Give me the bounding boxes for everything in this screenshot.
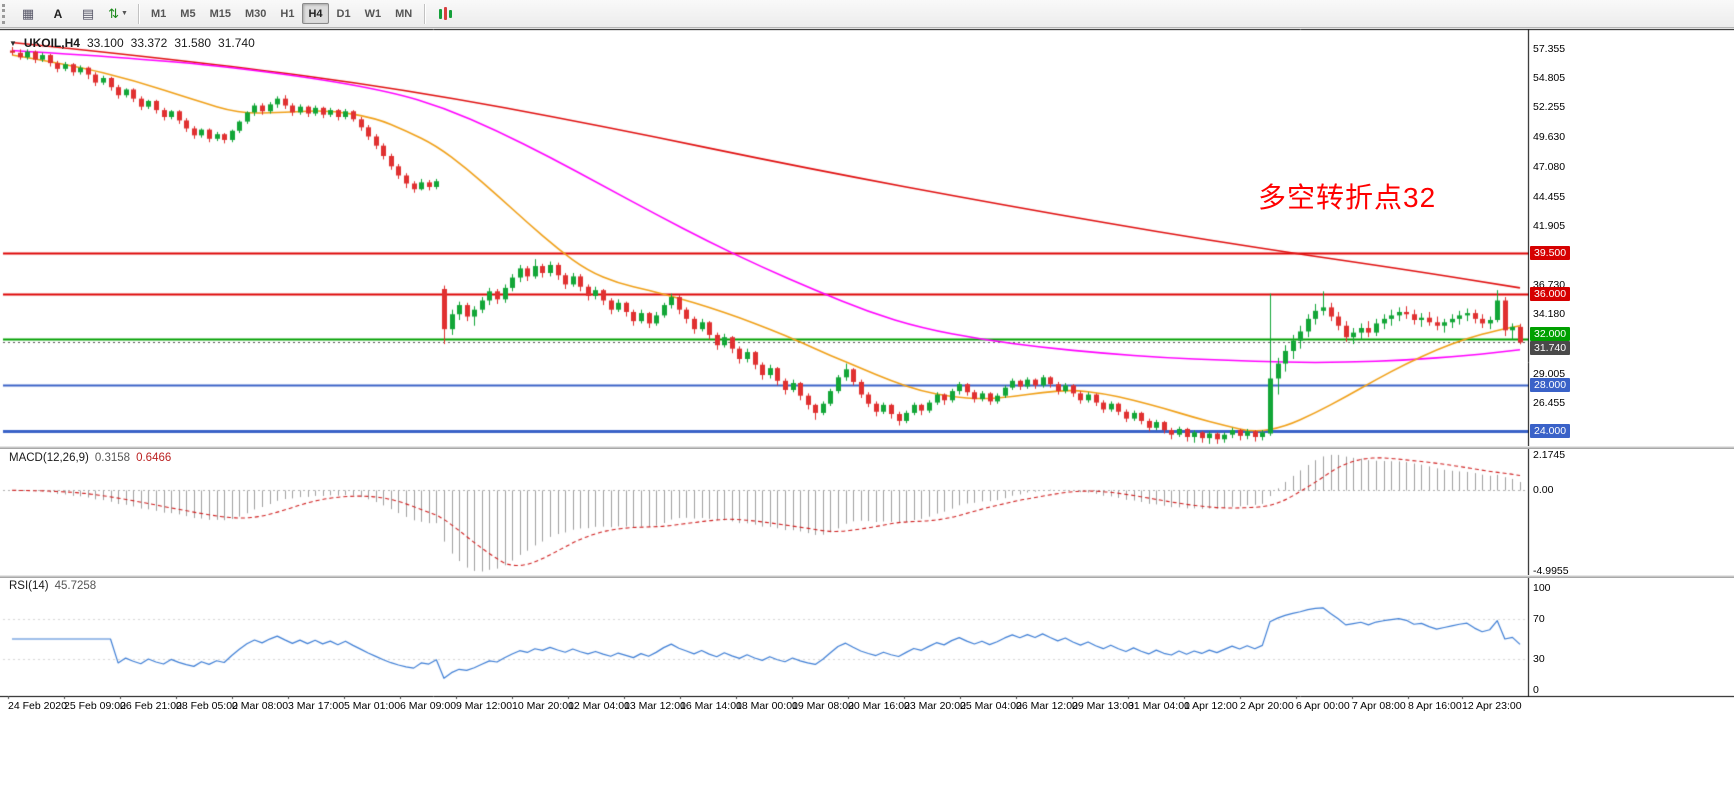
timeframe-button-d1[interactable]: D1	[336, 7, 351, 20]
timeframe-button-m15[interactable]: M15	[209, 7, 231, 20]
chart-marker-icon: ▼	[9, 38, 17, 48]
ohlc-high: 33.372	[130, 36, 168, 50]
time-axis-label: 6 Mar 09:00	[400, 700, 457, 712]
ohlc-close: 31.740	[218, 36, 255, 50]
price-scale-label: 44.455	[1533, 190, 1566, 203]
rsi-name: RSI(14)	[9, 580, 49, 592]
rsi-indicator-title: RSI(14) 45.7258	[9, 580, 96, 592]
candle-bar-icon	[438, 8, 442, 19]
price-scale-label: 54.805	[1533, 71, 1566, 84]
template-icon: ▤	[81, 6, 95, 21]
price-scale-label: 49.630	[1533, 131, 1566, 144]
macd-scale-label: 0.00	[1533, 484, 1554, 497]
panel-splitter[interactable]	[0, 575, 1734, 578]
price-scale-label: 57.355	[1533, 42, 1566, 55]
time-axis-label: 7 Apr 08:00	[1352, 700, 1406, 712]
time-axis-label: 2 Mar 08:00	[232, 700, 289, 712]
time-axis-label: 2 Apr 20:00	[1240, 700, 1294, 712]
chart-title: ▼ UKOIL,H4 33.100 33.372 31.580 31.740	[9, 36, 255, 50]
time-axis-label: 29 Mar 13:00	[1072, 700, 1134, 712]
price-scale-label: 52.255	[1533, 101, 1566, 114]
time-axis-label: 8 Apr 16:00	[1408, 700, 1462, 712]
price-scale-label: 41.905	[1533, 219, 1566, 232]
macd-name: MACD(12,26,9)	[9, 452, 89, 464]
rsi-scale-label: 0	[1533, 684, 1539, 696]
price-scale-label: 34.180	[1533, 308, 1566, 321]
price-line-badge: 24.000	[1530, 424, 1571, 439]
toolbar-grip[interactable]	[2, 3, 10, 24]
macd-scale-label: 2.1745	[1533, 448, 1566, 461]
time-axis-label: 16 Mar 14:00	[680, 700, 742, 712]
template-button[interactable]: ▤	[74, 3, 102, 25]
price-scale-label: 47.080	[1533, 160, 1566, 173]
time-axis-label: 26 Feb 21:00	[120, 700, 182, 712]
time-axis-label: 5 Mar 01:00	[344, 700, 401, 712]
time-axis-label: 18 Mar 00:00	[736, 700, 798, 712]
time-axis-label: 12 Apr 23:00	[1462, 700, 1522, 712]
rsi-scale-label: 30	[1533, 653, 1545, 666]
time-axis-label: 6 Apr 00:00	[1296, 700, 1350, 712]
macd-signal-value: 0.6466	[136, 452, 172, 464]
time-axis-label: 25 Feb 09:00	[64, 700, 126, 712]
candlestick-chart-icon[interactable]	[431, 3, 459, 25]
toolbar-separator	[138, 3, 139, 24]
macd-indicator-title: MACD(12,26,9) 0.3158 0.6466	[9, 452, 171, 464]
chart-symbol: UKOIL,H4	[23, 36, 80, 50]
time-axis-label: 9 Mar 12:00	[456, 700, 513, 712]
timeframe-button-h1[interactable]: H1	[280, 7, 295, 20]
rsi-scale-label: 70	[1533, 612, 1545, 625]
time-axis-label: 12 Mar 04:00	[568, 700, 630, 712]
timeframe-button-h4[interactable]: H4	[302, 3, 329, 24]
panel-splitter[interactable]	[0, 446, 1734, 449]
time-axis-label: 13 Mar 12:00	[624, 700, 686, 712]
windows-grid-icon: ▦	[21, 6, 35, 21]
chart-annotation-text[interactable]: 多空转折点32	[1258, 182, 1437, 213]
candle-bar-icon	[448, 9, 452, 18]
arrows-tool-dropdown-icon: ⇅	[108, 6, 119, 21]
time-axis-label: 28 Feb 05:00	[176, 700, 238, 712]
toolbar: ▦ A ▤ ⇅ ▼ M1 M5 M15 M30 H1 H4 D1 W1 MN	[0, 0, 1734, 28]
arrows-tool-dropdown-button[interactable]: ⇅ ▼	[104, 3, 132, 25]
ohlc-open: 33.100	[86, 36, 124, 50]
timeframe-button-m5[interactable]: M5	[180, 7, 196, 20]
time-axis-label: 26 Mar 12:00	[1016, 700, 1078, 712]
rsi-value: 45.7258	[54, 580, 97, 592]
chevron-down-icon: ▼	[120, 10, 128, 17]
candle-bar-icon	[443, 7, 447, 20]
text-label-tool-icon: A	[53, 6, 63, 21]
timeframe-button-m1[interactable]: M1	[151, 7, 167, 20]
price-line-badge: 28.000	[1530, 378, 1571, 393]
time-axis-label: 10 Mar 20:00	[512, 700, 574, 712]
price-scale-label: 29.005	[1533, 367, 1566, 380]
time-axis-label: 19 Mar 08:00	[792, 700, 854, 712]
time-axis-label: 23 Mar 20:00	[904, 700, 966, 712]
price-line-badge: 32.000	[1530, 327, 1571, 342]
timeframe-button-w1[interactable]: W1	[364, 7, 382, 20]
text-label-tool-button[interactable]: A	[44, 3, 72, 25]
time-axis-label: 24 Feb 2020	[8, 700, 67, 712]
macd-main-value: 0.3158	[94, 452, 131, 464]
windows-grid-button[interactable]: ▦	[14, 3, 42, 25]
price-scale-label: 26.455	[1533, 397, 1566, 410]
timeframe-group: M1 M5 M15 M30 H1 H4 D1 W1 MN	[144, 3, 419, 24]
rsi-scale-label: 100	[1533, 582, 1551, 594]
ohlc-low: 31.580	[174, 36, 212, 50]
time-axis-label: 3 Mar 17:00	[288, 700, 345, 712]
time-axis-label: 20 Mar 16:00	[848, 700, 910, 712]
price-line-badge: 31.740	[1530, 341, 1571, 356]
time-axis-label: 31 Mar 04:00	[1128, 700, 1190, 712]
macd-scale-label: -4.9955	[1533, 565, 1569, 578]
timeframe-button-mn[interactable]: MN	[395, 7, 413, 20]
toolbar-tools-group: ▦ A ▤ ⇅ ▼	[13, 3, 133, 25]
time-axis-label: 1 Apr 12:00	[1184, 700, 1238, 712]
time-axis-label: 25 Mar 04:00	[960, 700, 1022, 712]
price-line-badge: 36.000	[1530, 286, 1571, 301]
toolbar-separator	[424, 3, 426, 24]
price-line-badge: 39.500	[1530, 246, 1571, 261]
timeframe-button-m30[interactable]: M30	[244, 7, 267, 20]
